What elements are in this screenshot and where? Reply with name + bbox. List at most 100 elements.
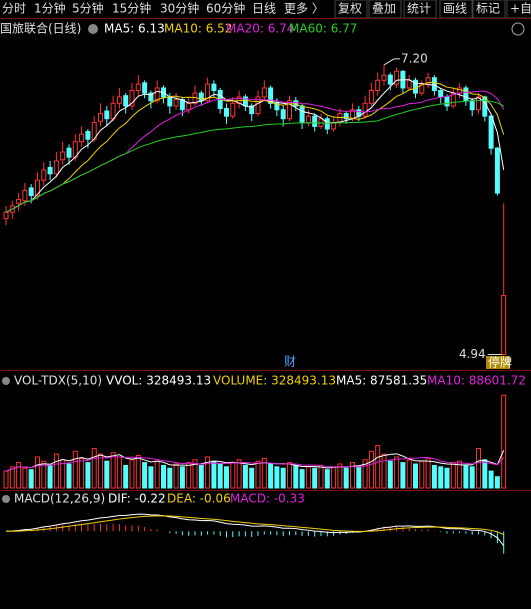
volume-bar — [287, 462, 292, 489]
volume-bar — [261, 457, 267, 489]
volume-bar — [85, 462, 91, 489]
ma-line — [5, 100, 504, 213]
candle-body — [129, 90, 135, 107]
candle-body — [476, 96, 481, 111]
macd-icon[interactable] — [2, 495, 10, 503]
tab[interactable]: 日线 — [252, 2, 276, 16]
volume-bar — [135, 455, 141, 489]
candle-body — [3, 211, 9, 220]
tab[interactable]: 分时 — [2, 2, 26, 16]
candle-body — [255, 96, 261, 115]
volume-bar — [387, 460, 393, 489]
candle-body — [419, 83, 425, 94]
collapse-icon[interactable] — [511, 22, 525, 36]
tab[interactable]: 5分钟 — [72, 1, 104, 16]
volume-bar — [324, 469, 330, 489]
macd-name: MACD(12,26,9) — [14, 492, 105, 506]
candle-body — [98, 113, 103, 122]
volume-bar — [299, 469, 305, 489]
candle-body — [79, 133, 85, 143]
tab[interactable]: 1分钟 — [34, 1, 66, 16]
candle-body — [312, 115, 318, 127]
high-pointer — [383, 58, 400, 66]
volume-bar — [450, 462, 456, 489]
volume-bar — [129, 459, 135, 489]
button[interactable]: 叠加 — [372, 2, 396, 16]
candle-body — [368, 90, 374, 104]
candle-body — [280, 109, 286, 120]
volume-bar — [368, 450, 374, 489]
volume-bar — [110, 452, 116, 489]
volume-bar — [53, 453, 59, 489]
volume-bar — [318, 464, 324, 489]
volume-bar — [47, 464, 53, 489]
candle-body — [47, 166, 53, 175]
volume-bar — [28, 469, 34, 489]
candle-body — [186, 102, 192, 111]
tab[interactable]: 15分钟 — [112, 1, 151, 16]
vol-icon[interactable] — [2, 377, 10, 385]
volume-bar — [236, 459, 242, 489]
volume-bar — [123, 464, 129, 489]
candle-body — [305, 115, 311, 124]
button[interactable]: 画线 — [443, 2, 467, 16]
tab[interactable]: 30分钟 — [160, 1, 199, 16]
volume-bar — [198, 464, 204, 489]
candle-body — [394, 70, 400, 85]
volume-bar — [173, 463, 179, 489]
volume-ma-line — [5, 456, 505, 472]
volume-bar — [425, 457, 431, 489]
candle-body — [362, 102, 368, 117]
candle-body — [110, 102, 116, 120]
button[interactable]: 标记 — [476, 2, 500, 16]
volume-bar — [116, 456, 122, 489]
volume-bar — [268, 463, 274, 489]
volume-bar — [161, 464, 166, 489]
volume-bar — [224, 466, 229, 489]
volume-bar — [79, 457, 85, 489]
vol-ma10-label: MA10: 88601.72 — [427, 374, 526, 388]
volume-bar — [501, 394, 507, 489]
candle-body — [16, 198, 22, 204]
tab[interactable]: 更多 〉 — [284, 2, 324, 16]
candle-body — [488, 115, 494, 149]
volume-bar — [488, 470, 494, 489]
candle-body — [299, 105, 305, 124]
volume-bar — [419, 460, 425, 489]
toolbar: 分时 1分钟 5分钟 15分钟 30分钟 60分钟 日线 更多 〉复权 叠加 统计 画线 标记 +自 — [2, 0, 531, 19]
ma60-label: MA60: 6.77 — [289, 22, 357, 36]
button[interactable]: 统计 — [407, 2, 431, 16]
vol-name: VOL-TDX(5,10) — [14, 374, 102, 388]
candle-body — [135, 83, 141, 92]
button[interactable]: 复权 — [338, 2, 362, 16]
candle-body — [406, 79, 412, 89]
candle-body — [293, 100, 299, 107]
volume-bar — [192, 459, 198, 489]
candle-body — [104, 110, 110, 120]
toggle-icon[interactable] — [88, 24, 98, 34]
volume-bar — [362, 459, 368, 489]
candle-body — [28, 187, 34, 197]
candle-body — [53, 160, 59, 175]
volume-bar — [41, 460, 47, 489]
volume-bar — [142, 462, 148, 489]
volume-bar — [211, 460, 217, 489]
news-mark[interactable]: 财 — [284, 355, 296, 369]
candle-body — [331, 122, 337, 130]
low-label: 4.94 — [459, 347, 486, 361]
tab[interactable]: 60分钟 — [206, 1, 245, 16]
volume-bar — [22, 467, 28, 489]
candle-body — [230, 102, 236, 117]
candle-body — [66, 147, 72, 158]
volume-bar — [3, 470, 9, 489]
button[interactable]: +自 — [510, 2, 531, 16]
volume-bar — [186, 462, 192, 489]
vol-ma5-label: MA5: 87581.35 — [336, 374, 427, 388]
candle-body — [249, 105, 255, 115]
volume-bar — [431, 464, 437, 489]
dif-label: DIF: -0.22 — [108, 492, 166, 506]
volume-bar — [406, 459, 412, 489]
volume-bar — [343, 467, 349, 489]
